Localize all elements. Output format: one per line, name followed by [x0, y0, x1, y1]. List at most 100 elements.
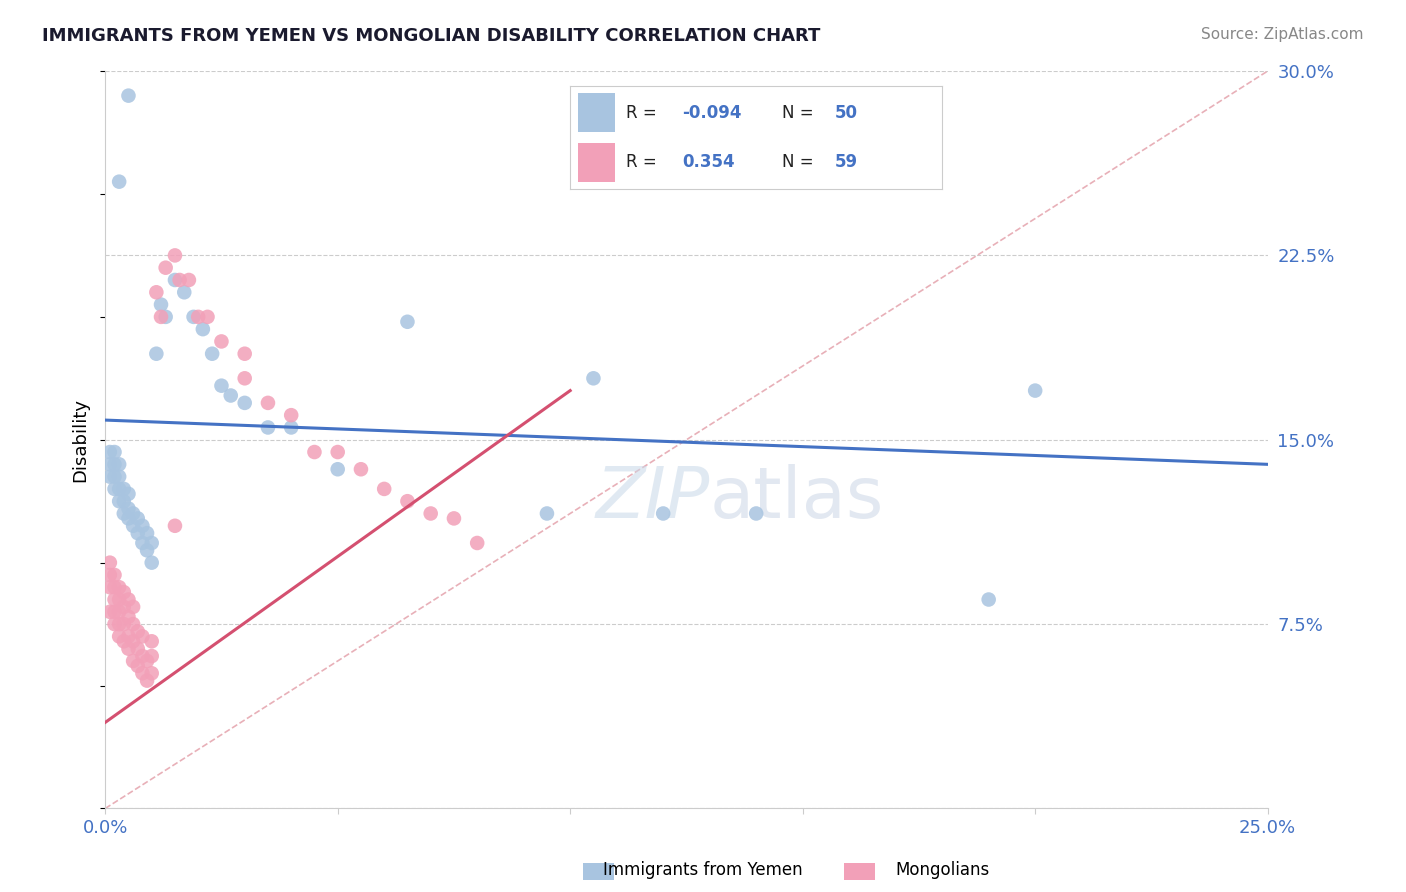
Point — [103, 580, 125, 594]
Point — [141, 648, 163, 663]
Point — [131, 518, 153, 533]
Point — [117, 88, 139, 103]
Point — [131, 648, 153, 663]
Point — [112, 585, 135, 599]
Point — [127, 659, 149, 673]
Point — [103, 568, 125, 582]
Point — [122, 617, 145, 632]
Point — [108, 617, 131, 632]
Point — [127, 511, 149, 525]
Point — [127, 526, 149, 541]
Text: IMMIGRANTS FROM YEMEN VS MONGOLIAN DISABILITY CORRELATION CHART: IMMIGRANTS FROM YEMEN VS MONGOLIAN DISAB… — [42, 27, 821, 45]
Point — [141, 666, 163, 681]
Point — [112, 634, 135, 648]
Point — [112, 507, 135, 521]
Point — [98, 568, 121, 582]
Point — [145, 347, 167, 361]
Text: atlas: atlas — [710, 464, 884, 533]
Point — [136, 543, 159, 558]
Text: Immigrants from Yemen: Immigrants from Yemen — [603, 861, 803, 879]
Point — [117, 641, 139, 656]
Point — [103, 605, 125, 619]
Point — [122, 507, 145, 521]
Point — [304, 445, 326, 459]
Point — [131, 666, 153, 681]
Point — [211, 378, 233, 392]
Point — [108, 175, 131, 189]
Point — [652, 507, 675, 521]
Point — [103, 458, 125, 472]
Point — [117, 511, 139, 525]
Point — [112, 617, 135, 632]
Y-axis label: Disability: Disability — [72, 398, 89, 482]
Point — [98, 556, 121, 570]
Point — [745, 507, 768, 521]
Point — [127, 624, 149, 639]
Point — [582, 371, 605, 385]
Point — [350, 462, 373, 476]
Point — [177, 273, 200, 287]
Point — [191, 322, 214, 336]
Point — [117, 501, 139, 516]
Point — [136, 654, 159, 668]
Point — [145, 285, 167, 300]
Point — [103, 445, 125, 459]
Point — [280, 408, 302, 422]
Text: Source: ZipAtlas.com: Source: ZipAtlas.com — [1201, 27, 1364, 42]
Point — [98, 445, 121, 459]
Point — [150, 297, 173, 311]
Point — [197, 310, 219, 324]
Point — [155, 310, 177, 324]
Point — [103, 469, 125, 483]
Point — [141, 634, 163, 648]
Point — [108, 605, 131, 619]
Point — [108, 458, 131, 472]
Text: ZIP: ZIP — [595, 464, 710, 533]
Point — [112, 494, 135, 508]
Point — [103, 617, 125, 632]
Point — [112, 482, 135, 496]
Point — [136, 673, 159, 688]
Point — [98, 605, 121, 619]
Point — [150, 310, 173, 324]
Point — [201, 347, 224, 361]
Point — [108, 592, 131, 607]
Point — [211, 334, 233, 349]
Point — [326, 445, 349, 459]
Point — [103, 592, 125, 607]
Point — [112, 599, 135, 614]
Point — [326, 462, 349, 476]
Point — [127, 641, 149, 656]
Point — [108, 494, 131, 508]
Point — [419, 507, 441, 521]
Point — [169, 273, 191, 287]
Point — [108, 580, 131, 594]
Point — [117, 592, 139, 607]
Point — [257, 396, 280, 410]
Point — [117, 609, 139, 624]
Point — [155, 260, 177, 275]
Point — [396, 494, 419, 508]
Point — [108, 482, 131, 496]
Point — [122, 518, 145, 533]
Point — [98, 458, 121, 472]
Point — [117, 487, 139, 501]
Point — [131, 536, 153, 550]
Point — [187, 310, 209, 324]
Point — [136, 526, 159, 541]
Point — [108, 469, 131, 483]
Point — [183, 310, 205, 324]
Point — [233, 371, 256, 385]
Point — [233, 396, 256, 410]
Point — [163, 273, 186, 287]
Point — [117, 629, 139, 643]
Point — [536, 507, 558, 521]
Point — [131, 629, 153, 643]
Point — [977, 592, 1000, 607]
Point — [219, 388, 242, 402]
Point — [122, 599, 145, 614]
Point — [163, 248, 186, 262]
Point — [173, 285, 195, 300]
Point — [108, 629, 131, 643]
Point — [373, 482, 395, 496]
